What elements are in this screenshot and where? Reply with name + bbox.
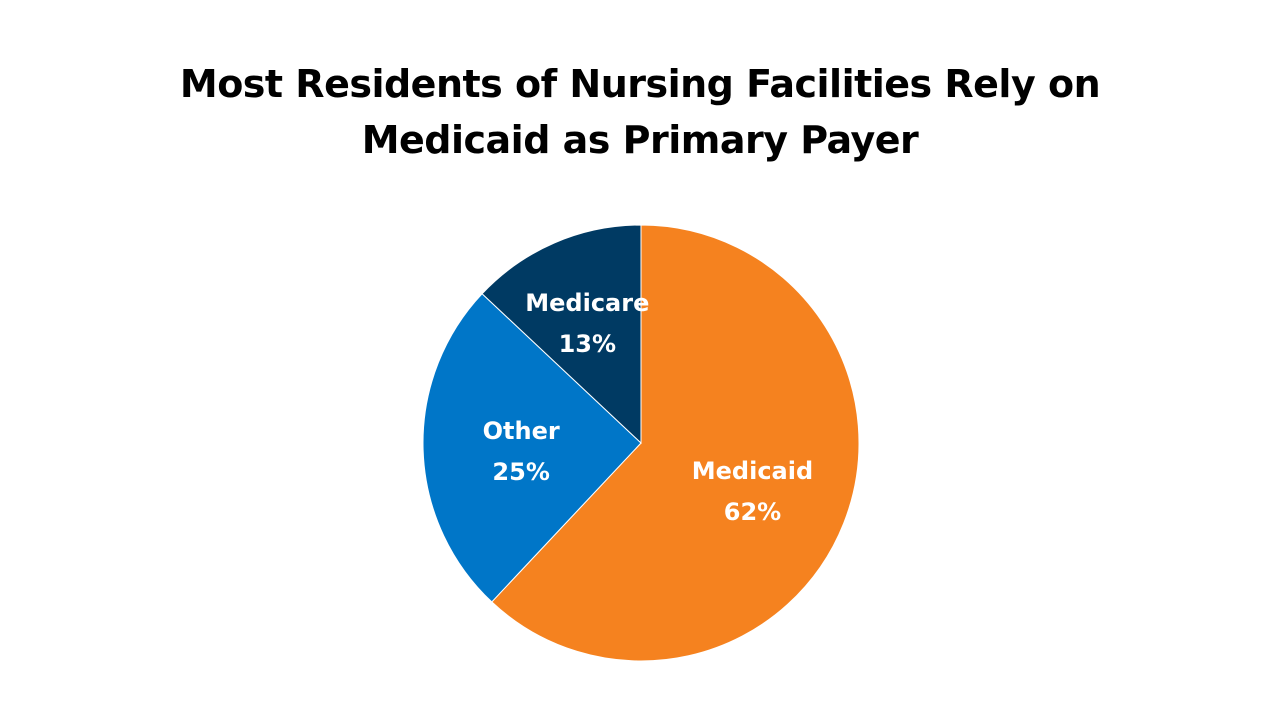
pie-slice-medicare — [481, 224, 642, 445]
pie-slice-medicaid — [491, 224, 860, 662]
slice-label-other: Other — [483, 417, 560, 445]
chart-title-line-2: Medicaid as Primary Payer — [361, 118, 919, 162]
chart-title: Most Residents of Nursing Facilities Rel… — [0, 56, 1280, 168]
slice-label-medicaid: Medicaid — [692, 457, 813, 485]
slice-value-medicare: 13% — [559, 330, 616, 358]
slice-value-medicaid: 62% — [724, 498, 781, 526]
slice-value-other: 25% — [492, 458, 549, 486]
slice-label-medicare: Medicare — [525, 289, 649, 317]
chart-title-line-1: Most Residents of Nursing Facilities Rel… — [179, 62, 1101, 106]
pie-slice-other — [422, 293, 642, 603]
